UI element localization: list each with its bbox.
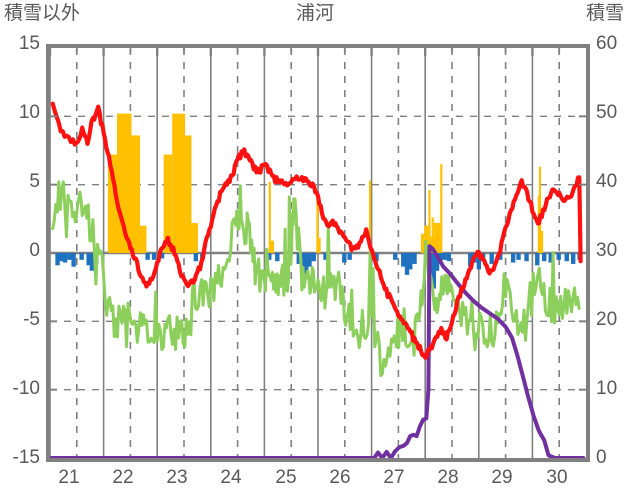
ytick-right-40: 40 <box>596 171 618 192</box>
ytick-left-15: 15 <box>18 33 40 54</box>
xtick-29: 29 <box>491 467 513 488</box>
xtick-21: 21 <box>58 467 80 488</box>
ytick-right-0: 0 <box>596 447 607 468</box>
ytick-right-20: 20 <box>596 309 618 330</box>
ytick-right-60: 60 <box>596 33 618 54</box>
xtick-30: 30 <box>546 467 568 488</box>
ytick-left-m5: -5 <box>23 309 40 330</box>
right-axis-title: 積雪 <box>586 3 625 24</box>
xtick-24: 24 <box>220 467 242 488</box>
xtick-22: 22 <box>112 467 134 488</box>
xtick-26: 26 <box>329 467 351 488</box>
left-axis-title: 積雪以外 <box>4 3 81 24</box>
ytick-right-30: 30 <box>596 240 618 261</box>
ytick-left-0: 0 <box>29 240 40 261</box>
plot-canvas <box>50 48 586 458</box>
ytick-left-m15: -15 <box>12 447 40 468</box>
ytick-left-5: 5 <box>29 171 40 192</box>
ytick-right-10: 10 <box>596 378 618 399</box>
ytick-left-m10: -10 <box>12 378 40 399</box>
chart-title: 浦河 <box>296 3 335 24</box>
ytick-right-50: 50 <box>596 102 618 123</box>
xtick-27: 27 <box>383 467 405 488</box>
plot-area <box>46 44 590 462</box>
xtick-23: 23 <box>166 467 188 488</box>
ytick-left-10: 10 <box>18 102 40 123</box>
chart-graphics <box>50 48 586 458</box>
xtick-25: 25 <box>275 467 297 488</box>
xtick-28: 28 <box>437 467 459 488</box>
